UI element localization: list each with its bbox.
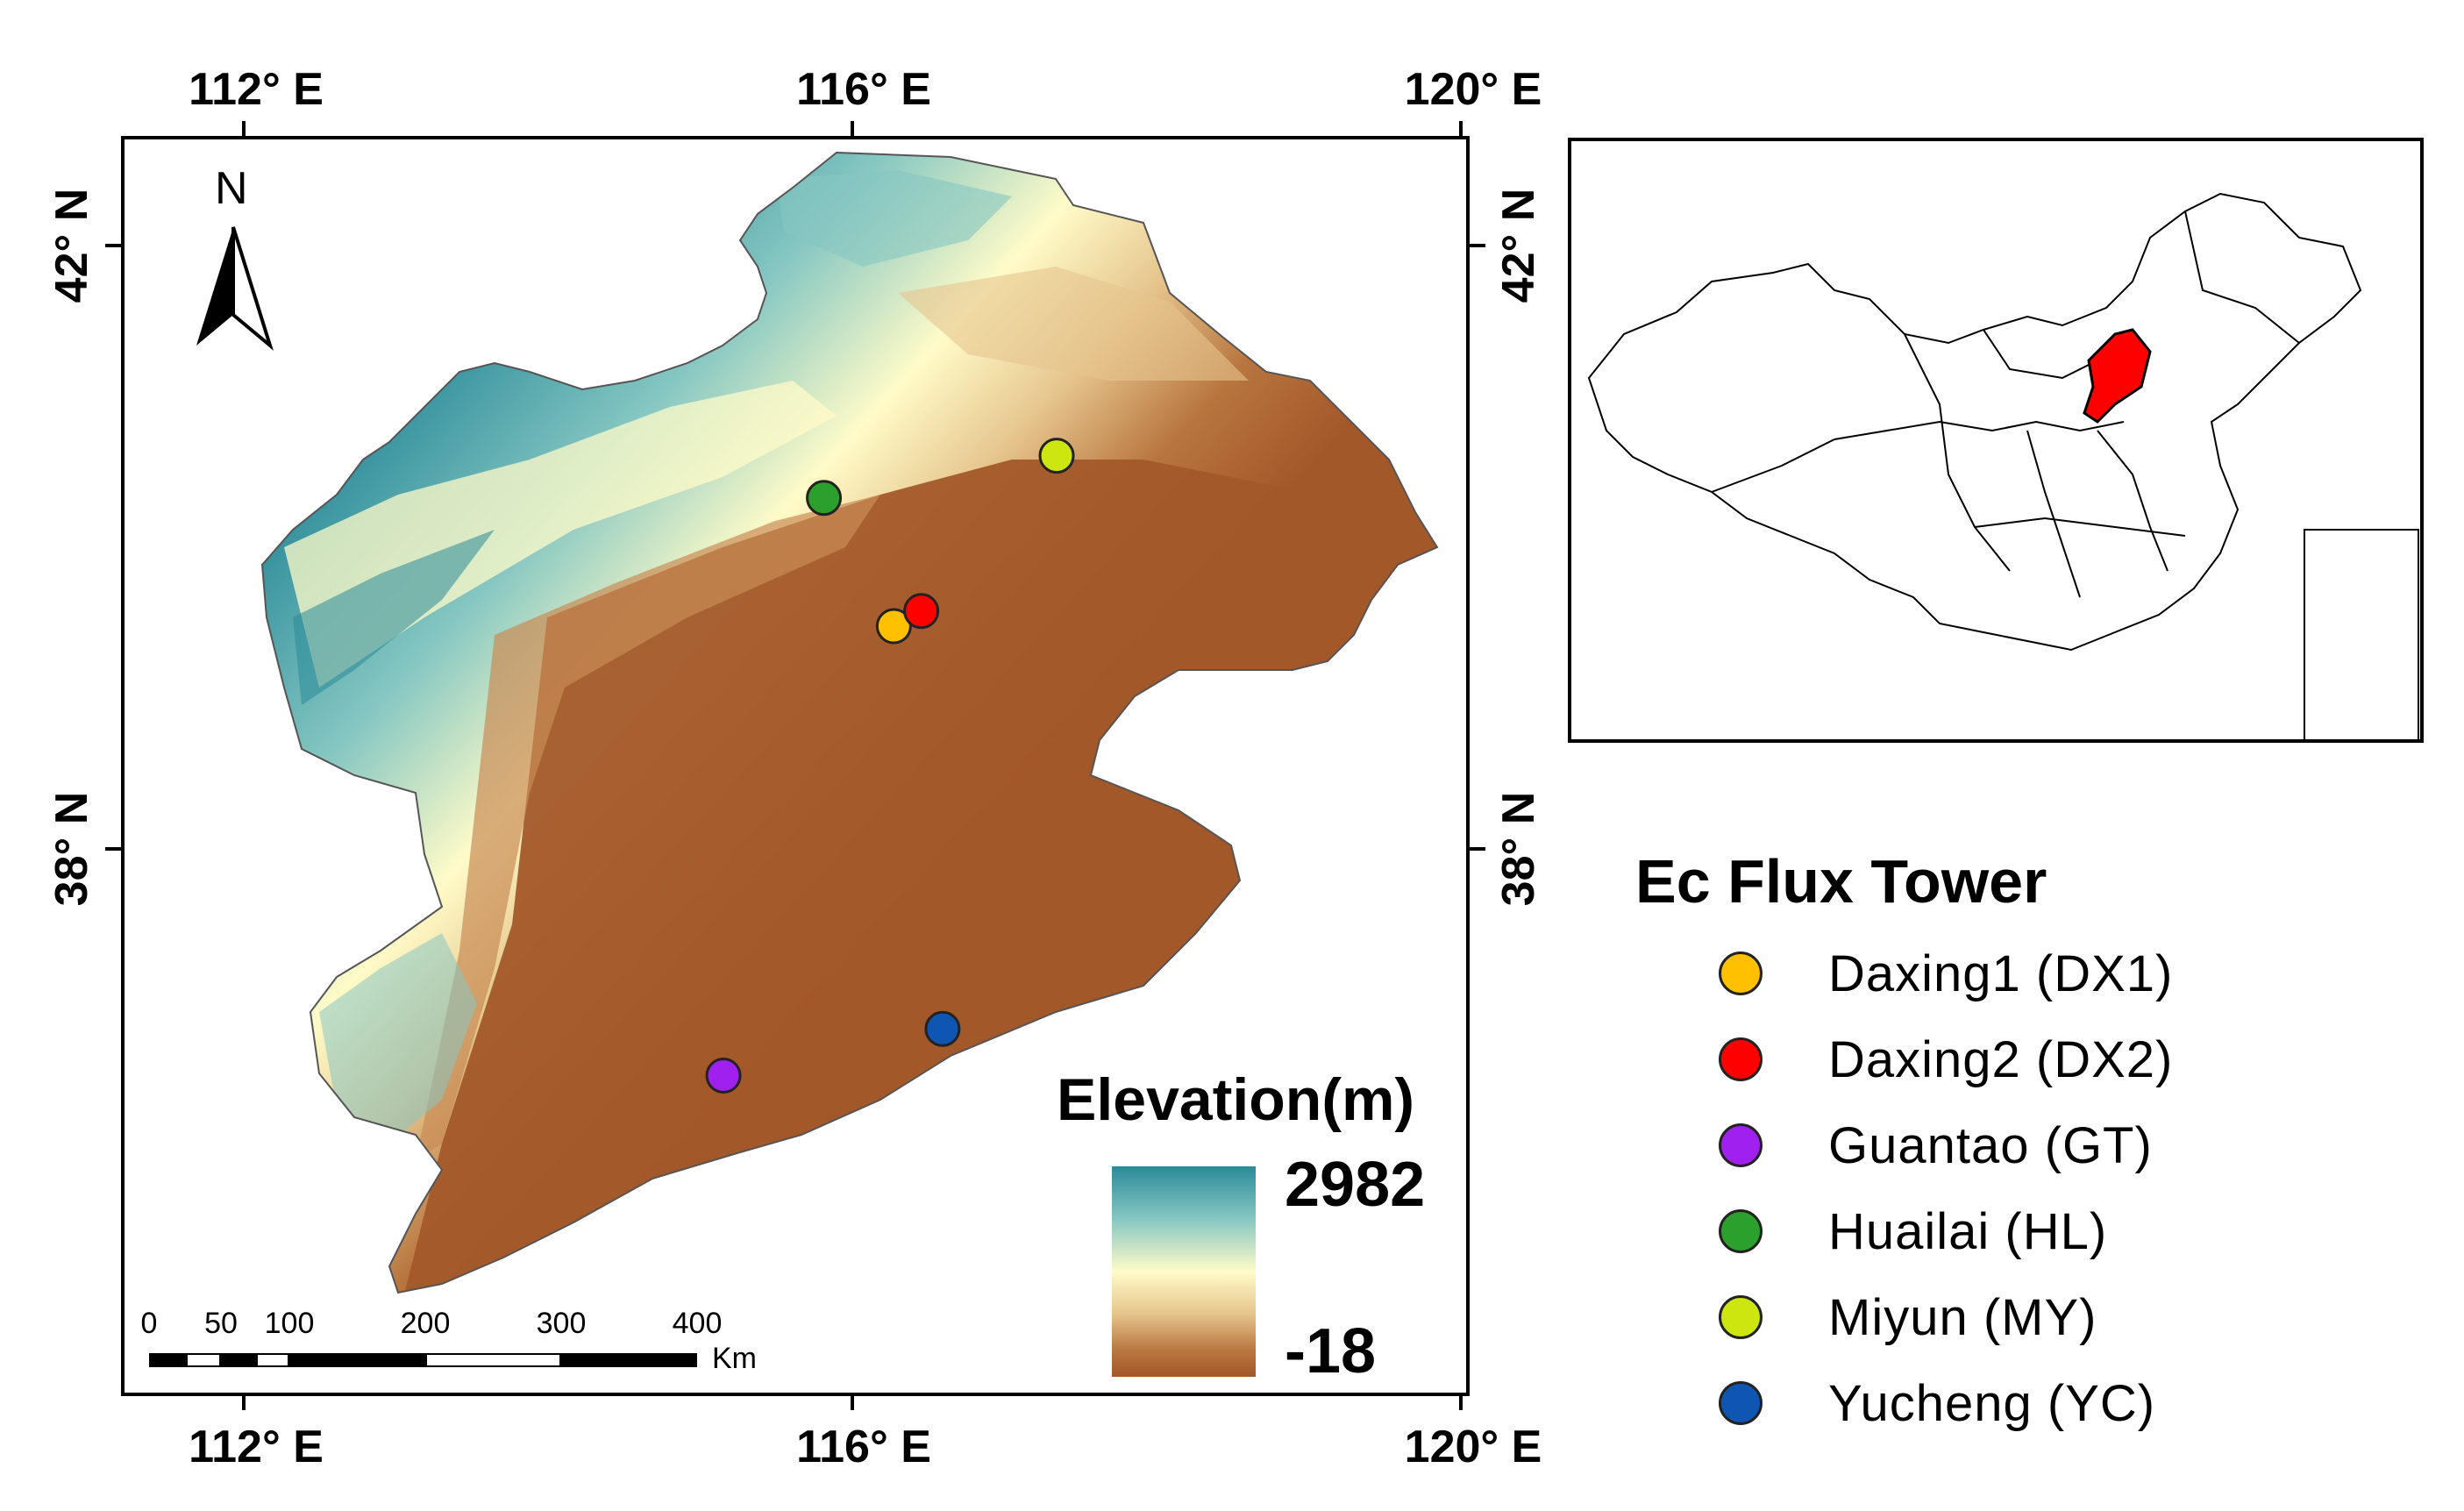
study-region-highlight bbox=[2083, 328, 2152, 424]
scale-segment bbox=[289, 1353, 425, 1367]
elevation-min-label: -18 bbox=[1285, 1316, 1377, 1386]
legend-label: Guantao (GT) bbox=[1828, 1116, 2153, 1174]
legend-item: Huailai (HL) bbox=[1719, 1196, 2107, 1266]
scale-segment bbox=[256, 1353, 289, 1367]
main-map bbox=[121, 136, 1470, 1396]
scale-segment bbox=[149, 1353, 186, 1367]
legend-marker bbox=[1719, 1381, 1763, 1425]
station-markers bbox=[705, 438, 1075, 1094]
legend-item: Daxing2 (DX2) bbox=[1719, 1024, 2173, 1094]
region-outline bbox=[260, 151, 1439, 1294]
province-line bbox=[1983, 329, 2098, 380]
scale-unit-label: Km bbox=[712, 1342, 757, 1375]
scale-segment bbox=[186, 1353, 221, 1367]
legend-marker bbox=[1719, 1037, 1763, 1081]
lon-label-bottom-116: 116° E bbox=[796, 1422, 931, 1472]
scale-label-100: 100 bbox=[264, 1307, 315, 1340]
legend-item: Miyun (MY) bbox=[1719, 1282, 2097, 1352]
legend-label: Daxing1 (DX1) bbox=[1828, 944, 2174, 1002]
lon-label-top-112: 112° E bbox=[189, 64, 324, 115]
province-line bbox=[1834, 420, 2125, 440]
province-line bbox=[1974, 517, 2186, 537]
legend-item: Daxing1 (DX1) bbox=[1719, 938, 2173, 1009]
lon-label-bottom-112: 112° E bbox=[189, 1422, 324, 1472]
scale-label-200: 200 bbox=[400, 1307, 451, 1340]
station-marker-hl bbox=[806, 480, 843, 517]
north-arrow-label: N bbox=[215, 163, 248, 214]
scale-segment bbox=[561, 1353, 697, 1367]
station-marker-dx1 bbox=[875, 608, 912, 645]
legend-marker bbox=[1719, 1123, 1763, 1167]
legend-label: Miyun (MY) bbox=[1828, 1288, 2097, 1346]
legend-marker bbox=[1719, 1295, 1763, 1339]
province-line bbox=[1904, 333, 2011, 572]
elevation-legend-title: Elevation(m) bbox=[1057, 1066, 1415, 1133]
china-border bbox=[1587, 192, 2362, 652]
scale-label-400: 400 bbox=[672, 1307, 723, 1340]
lon-label-top-120: 120° E bbox=[1404, 64, 1542, 115]
province-line bbox=[2097, 430, 2168, 572]
province-line bbox=[2026, 430, 2081, 598]
legend-label: Daxing2 (DX2) bbox=[1828, 1030, 2174, 1088]
station-marker-dx2 bbox=[903, 593, 940, 630]
station-marker-yc bbox=[924, 1010, 961, 1047]
legend-marker bbox=[1719, 952, 1763, 995]
south-sea-inset-box bbox=[2304, 529, 2419, 739]
north-arrow-icon bbox=[196, 226, 274, 351]
scale-label-0: 0 bbox=[140, 1307, 158, 1340]
lon-label-bottom-120: 120° E bbox=[1404, 1422, 1542, 1472]
scale-label-300: 300 bbox=[536, 1307, 587, 1340]
scale-segment bbox=[425, 1353, 561, 1367]
inset-map bbox=[1568, 138, 2424, 743]
legend-label: Huailai (HL) bbox=[1828, 1202, 2108, 1260]
province-line bbox=[2184, 210, 2300, 344]
scale-segment bbox=[221, 1353, 256, 1367]
legend-marker bbox=[1719, 1209, 1763, 1253]
scale-label-50: 50 bbox=[204, 1307, 238, 1340]
legend-title: Ec Flux Tower bbox=[1635, 847, 2047, 916]
legend-label: Yucheng (YC) bbox=[1828, 1374, 2156, 1432]
elevation-max-label: 2982 bbox=[1285, 1150, 1426, 1220]
province-line bbox=[1711, 438, 1835, 493]
legend-item: Yucheng (YC) bbox=[1719, 1368, 2155, 1438]
station-marker-gt bbox=[705, 1058, 742, 1094]
elevation-color-ramp bbox=[1112, 1166, 1256, 1377]
station-marker-my bbox=[1038, 438, 1075, 474]
legend-item: Guantao (GT) bbox=[1719, 1110, 2153, 1180]
lon-label-top-116: 116° E bbox=[796, 64, 931, 115]
china-outline-svg bbox=[1587, 192, 2419, 739]
elevation-map-svg bbox=[196, 151, 1439, 1294]
